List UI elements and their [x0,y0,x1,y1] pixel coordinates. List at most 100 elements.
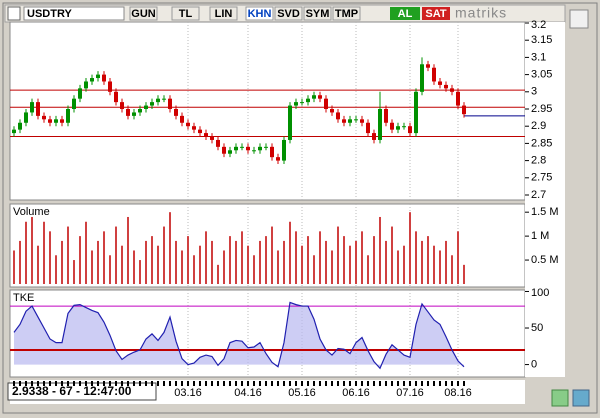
toolbar-button-label[interactable]: SYM [306,8,330,20]
toolbar-button-label[interactable]: LIN [215,8,233,20]
candle-body [450,88,454,92]
volume-bar [367,255,369,284]
candle-body [264,146,268,148]
candle-body [168,98,172,109]
status-box [7,382,157,401]
menu-icon[interactable] [7,6,21,21]
candle-body [54,119,58,123]
volume-bar [343,236,345,284]
symbol-box[interactable] [23,6,125,21]
toolbar-button-label[interactable]: GUN [131,8,156,20]
candle-body [204,133,208,137]
candle-body [210,136,214,140]
volume-bar [211,240,213,284]
candle-body [396,126,400,130]
volume-bar [301,245,303,284]
y-tick-label: 1 M [531,230,549,242]
status: 2.9338 - 67 - 12:47:00 [12,384,132,398]
toolbar-button[interactable] [171,6,200,21]
volume-bar [325,240,327,284]
candle-body [192,126,196,130]
sell-button[interactable] [422,7,450,20]
toolbar-button[interactable] [245,6,274,21]
volume-bar [169,212,171,284]
refresh-button[interactable] [551,389,569,407]
x-tick-label: 08.16 [444,387,472,399]
candle-body [228,150,232,154]
candle-body [426,64,430,68]
volume-bar [295,231,297,284]
candle-body [444,84,448,89]
candle-body [378,109,382,140]
candle-body [90,78,94,82]
toolbar-button-label[interactable]: SVD [277,8,300,20]
volume-bar [379,216,381,284]
volume-bar [427,236,429,284]
candle-body [132,112,136,116]
candle-body [108,81,112,92]
volume-bar [397,250,399,284]
y-tick-label: 2.85 [531,137,552,149]
candle-body [216,139,220,147]
volume-bar [187,236,189,284]
candle-body [12,129,16,134]
volume-bar [121,245,123,284]
candle-body [234,146,238,151]
candle-body [402,126,406,128]
tke-line [13,301,465,370]
toolbar-button[interactable] [129,6,158,21]
sell-label[interactable]: SAT [425,8,446,20]
toolbar-button[interactable] [274,6,303,21]
volume-bar [61,240,63,284]
candle-body [84,81,88,89]
volume-bar [307,236,309,284]
toolbar-button-label[interactable]: TMP [335,8,358,20]
candle-body [318,95,322,99]
candle-body [408,126,412,134]
toolbar-button-label[interactable]: TL [179,8,193,20]
candle-body [162,98,166,100]
volume-bar [19,240,21,284]
candle-body [342,119,346,123]
y-tick-label: 0 [531,358,537,370]
buy-button[interactable] [390,7,420,20]
volume-bar [337,226,339,284]
toolbar-button[interactable] [209,6,238,21]
candle-body [180,115,184,123]
candle-body [138,109,142,113]
volume-bar [37,245,39,284]
close-button[interactable] [569,9,589,29]
y-tick-label: 3.2 [531,19,546,31]
volume-bar [55,255,57,284]
candle-body [174,109,178,116]
candle-body [126,109,130,116]
volume-bar [373,236,375,284]
volume-bar [163,226,165,284]
candle-body [120,102,124,109]
candle-body [336,112,340,120]
candle-body [102,74,106,82]
volume-bar [433,245,435,284]
volume-bar [157,245,159,284]
volume-label: Volume [13,206,50,218]
volume-bar [79,236,81,284]
volume-bar [439,250,441,284]
toolbar-button-label[interactable]: KHN [248,8,272,20]
candle-body [438,81,442,85]
buy-label[interactable]: AL [398,8,413,20]
volume-bar [49,231,51,284]
candle-body [252,150,256,152]
volume-bar [421,240,423,284]
toolbar-button[interactable] [303,6,332,21]
candle-body [366,122,370,134]
symbol[interactable]: USDTRY [27,8,72,20]
candle-body [354,119,358,121]
candle-body [198,129,202,134]
candle-body [114,91,118,103]
volume-bar [349,245,351,284]
toolbar-button[interactable] [332,6,361,21]
y-tick-label: 2.7 [531,189,546,201]
y-tick-label: 3 [531,86,537,98]
candle-body [150,102,154,106]
settings-button[interactable] [572,389,590,407]
